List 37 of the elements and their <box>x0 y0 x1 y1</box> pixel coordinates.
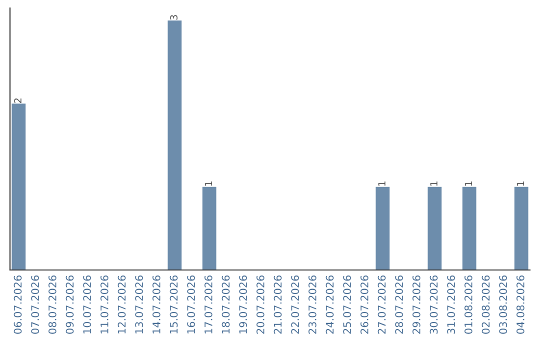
x-tick-label: 21.07.2026 <box>274 276 282 334</box>
x-tick-label: 06.07.2026 <box>14 276 22 334</box>
x-tick-label: 30.07.2026 <box>430 276 438 334</box>
data-label: 1 <box>204 182 212 186</box>
data-label: 1 <box>516 182 524 186</box>
x-tick-label: 16.07.2026 <box>187 276 196 334</box>
x-tick-label: 15.07.2026 <box>170 276 178 334</box>
data-label: 3 <box>170 15 178 20</box>
x-tick-label: 22.07.2026 <box>291 276 300 334</box>
x-tick-label: 19.07.2026 <box>239 276 248 334</box>
x-tick-label: 23.07.2026 <box>308 276 316 334</box>
x-tick-label: 11.07.2026 <box>100 276 108 334</box>
x-tick-label: 01.08.2026 <box>464 276 472 334</box>
data-label: 2 <box>14 98 22 103</box>
x-tick-label: 26.07.2026 <box>360 276 368 334</box>
x-tick-label: 12.07.2026 <box>118 276 126 334</box>
x-tick-label: 08.07.2026 <box>48 276 56 334</box>
x-tick-label: 17.07.2026 <box>204 276 212 334</box>
x-tick-label: 13.07.2026 <box>135 276 144 334</box>
x-tick-label: 24.07.2026 <box>326 276 334 334</box>
data-label: 1 <box>464 182 472 186</box>
x-tick-label: 27.07.2026 <box>378 276 386 334</box>
data-label: 1 <box>430 182 438 186</box>
x-tick-label: 14.07.2026 <box>152 276 160 334</box>
x-tick-label: 28.07.2026 <box>395 276 404 334</box>
x-tick-label: 07.07.2026 <box>31 276 40 334</box>
x-tick-label: 20.07.2026 <box>256 276 264 334</box>
x-tick-label: 09.07.2026 <box>66 276 74 334</box>
x-tick-label: 29.07.2026 <box>412 276 420 334</box>
x-tick-label: 31.07.2026 <box>447 276 456 334</box>
x-tick-label: 03.08.2026 <box>499 276 508 334</box>
x-tick-label: 25.07.2026 <box>343 276 352 334</box>
x-tick-label: 04.08.2026 <box>516 276 524 334</box>
x-tick-label: 02.08.2026 <box>482 276 490 334</box>
x-tick-label: 10.07.2026 <box>83 276 92 334</box>
x-tick-label: 18.07.2026 <box>222 276 230 334</box>
data-label: 1 <box>378 182 386 186</box>
